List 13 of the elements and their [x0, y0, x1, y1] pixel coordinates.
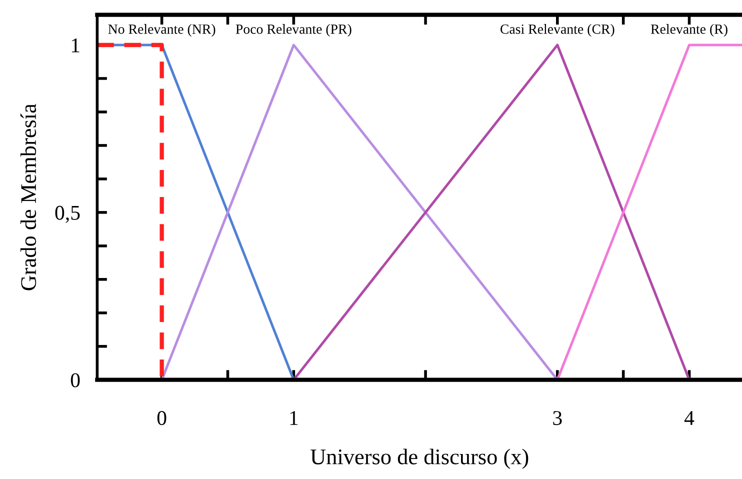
x-tick-label: 1: [290, 411, 298, 425]
x-tick-label: 0: [157, 411, 166, 426]
series-label: Relevante (R): [650, 24, 728, 37]
series-label: Casi Relevante (CR): [500, 24, 614, 37]
x-axis-title: Universo de discurso (x): [310, 448, 528, 469]
series-label: No Relevante (NR): [108, 24, 216, 37]
x-tick-label: 3: [553, 411, 562, 426]
y-tick-label: 0: [70, 373, 80, 388]
series-label: Poco Relevante (PR): [236, 24, 352, 37]
y-tick-label: 0,5: [55, 206, 80, 223]
y-tick-label: 1: [72, 38, 80, 52]
x-tick-label: 4: [684, 411, 694, 425]
y-axis-title: Grado de Membresía: [20, 104, 36, 290]
